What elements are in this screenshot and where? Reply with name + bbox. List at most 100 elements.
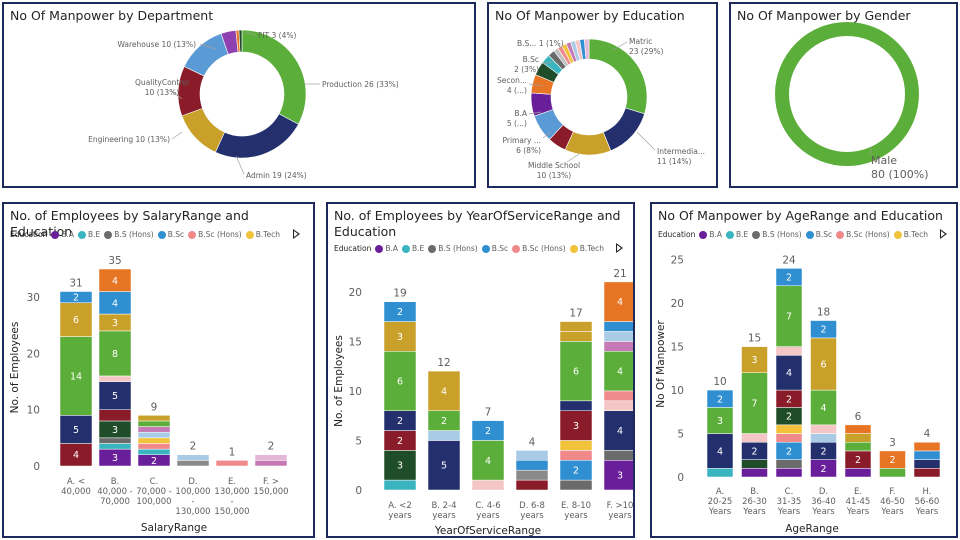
bar-segment[interactable]	[603, 410, 635, 451]
bar-segment[interactable]	[603, 450, 635, 461]
bar-segment[interactable]	[137, 448, 171, 455]
bar-segment[interactable]	[98, 330, 132, 377]
bar-segment[interactable]	[775, 459, 803, 469]
donut-slice[interactable]	[241, 29, 307, 125]
bar-segment[interactable]	[775, 468, 803, 478]
bar-segment[interactable]	[603, 351, 635, 392]
legend-item[interactable]: B.Sc	[481, 244, 508, 253]
bar-segment[interactable]	[98, 268, 132, 292]
bar-segment[interactable]	[471, 440, 505, 481]
bar-segment[interactable]	[383, 301, 417, 322]
bar-segment[interactable]	[879, 450, 906, 469]
legend-next-icon[interactable]	[293, 229, 300, 239]
bar-segment[interactable]	[810, 337, 837, 391]
bar-segment[interactable]	[775, 346, 803, 356]
bar-segment[interactable]	[741, 372, 768, 434]
bar-segment[interactable]	[775, 433, 803, 443]
bar-segment[interactable]	[603, 390, 635, 402]
donut-slice[interactable]	[775, 22, 919, 166]
bar-segment[interactable]	[810, 424, 837, 434]
legend-item[interactable]: B.S (Hons)	[428, 244, 478, 253]
legend-item[interactable]: B.Sc (Hons)	[512, 244, 566, 253]
bar-segment[interactable]	[98, 375, 132, 382]
bar-segment[interactable]	[59, 291, 93, 304]
bar-segment[interactable]	[775, 355, 803, 391]
bar-segment[interactable]	[741, 346, 768, 373]
bar-segment[interactable]	[775, 268, 803, 287]
legend-next-icon[interactable]	[940, 229, 947, 239]
legend-next-icon[interactable]	[616, 243, 623, 253]
bar-segment[interactable]	[383, 479, 417, 491]
bar-segment[interactable]	[515, 479, 549, 491]
bar-segment[interactable]	[383, 351, 417, 411]
bar-segment[interactable]	[741, 433, 768, 443]
bar-segment[interactable]	[844, 468, 872, 478]
bar-segment[interactable]	[59, 302, 93, 337]
service-bar-chart[interactable]: 0 5 10 15 20 No. of Employees YearOfServiceRan…	[328, 204, 635, 538]
bar-segment[interactable]	[741, 459, 768, 469]
legend-item[interactable]: B.Tech	[569, 244, 604, 253]
bar-segment[interactable]	[98, 409, 132, 422]
bar-segment[interactable]	[559, 331, 593, 342]
bar-segment[interactable]	[879, 468, 906, 478]
bar-segment[interactable]	[137, 431, 171, 439]
bar-segment[interactable]	[559, 440, 593, 451]
bar-segment[interactable]	[775, 285, 803, 347]
bar-segment[interactable]	[603, 281, 635, 322]
legend-item[interactable]: B.A	[699, 230, 722, 239]
bar-segment[interactable]	[706, 433, 734, 469]
bar-segment[interactable]	[137, 437, 171, 444]
bar-segment[interactable]	[98, 443, 132, 450]
bar-segment[interactable]	[706, 389, 734, 408]
donut-slice[interactable]	[583, 38, 590, 60]
bar-segment[interactable]	[559, 400, 593, 411]
legend-item[interactable]: B.Tech	[245, 230, 280, 239]
donut-slice[interactable]	[181, 107, 225, 153]
legend-item[interactable]: B.Tech	[893, 230, 928, 239]
bar-segment[interactable]	[559, 341, 593, 402]
bar-segment[interactable]	[603, 460, 635, 491]
bar-segment[interactable]	[137, 420, 171, 427]
bar-segment[interactable]	[59, 415, 93, 444]
bar-segment[interactable]	[515, 460, 549, 471]
bar-segment[interactable]	[59, 336, 93, 416]
bar-segment[interactable]	[913, 459, 941, 469]
bar-segment[interactable]	[603, 321, 635, 332]
bar-segment[interactable]	[471, 420, 505, 441]
department-donut-chart[interactable]: Production 26 (33%) Admin 19 (24%) Enginee…	[4, 4, 476, 188]
bar-segment[interactable]	[215, 460, 249, 467]
bar-segment[interactable]	[706, 407, 734, 434]
legend-item[interactable]: B.Sc	[805, 230, 832, 239]
legend-item[interactable]: B.S (Hons)	[752, 230, 802, 239]
bar-segment[interactable]	[515, 450, 549, 461]
bar-segment[interactable]	[427, 430, 461, 441]
bar-segment[interactable]	[137, 415, 171, 422]
legend-item[interactable]: B.E	[726, 230, 748, 239]
bar-segment[interactable]	[98, 437, 132, 444]
legend-item[interactable]: B.Sc (Hons)	[188, 230, 242, 239]
bar-segment[interactable]	[844, 441, 872, 452]
bar-segment[interactable]	[559, 410, 593, 441]
bar-segment[interactable]	[559, 479, 593, 491]
bar-segment[interactable]	[427, 440, 461, 491]
bar-segment[interactable]	[137, 443, 171, 450]
bar-segment[interactable]	[176, 460, 210, 467]
bar-segment[interactable]	[810, 433, 837, 443]
donut-slice[interactable]	[238, 29, 243, 53]
bar-segment[interactable]	[810, 320, 837, 339]
legend-item[interactable]: B.E	[402, 244, 424, 253]
legend-item[interactable]: B.A	[375, 244, 398, 253]
legend-item[interactable]: B.A	[51, 230, 74, 239]
bar-segment[interactable]	[427, 370, 461, 411]
bar-segment[interactable]	[775, 424, 803, 434]
bar-segment[interactable]	[603, 331, 635, 342]
bar-segment[interactable]	[741, 468, 768, 478]
legend-item[interactable]: B.Sc	[157, 230, 184, 239]
bar-segment[interactable]	[559, 450, 593, 461]
donut-slice[interactable]	[215, 113, 299, 159]
bar-segment[interactable]	[471, 479, 505, 491]
